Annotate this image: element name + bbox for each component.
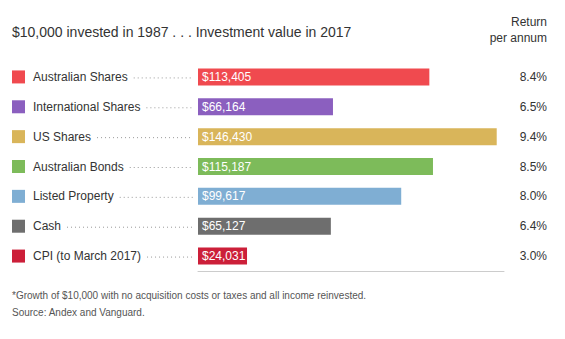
- svg-text:per annum: per annum: [490, 31, 547, 45]
- svg-text:$65,127: $65,127: [202, 219, 246, 233]
- svg-text:6.4%: 6.4%: [520, 219, 548, 233]
- svg-text:Source: Andex and Vanguard.: Source: Andex and Vanguard.: [12, 307, 145, 318]
- svg-text:8.5%: 8.5%: [520, 160, 548, 174]
- svg-text:$10,000 invested in 1987 . . .: $10,000 invested in 1987 . . . Investmen…: [12, 24, 352, 40]
- svg-text:*Growth of $10,000 with no acq: *Growth of $10,000 with no acquisition c…: [12, 290, 366, 301]
- svg-text:Cash: Cash: [33, 219, 61, 233]
- svg-text:US Shares: US Shares: [33, 130, 91, 144]
- svg-text:$24,031: $24,031: [202, 249, 246, 263]
- svg-text:$146,430: $146,430: [202, 130, 252, 144]
- svg-text:3.0%: 3.0%: [520, 249, 548, 263]
- svg-text:Listed Property: Listed Property: [33, 189, 114, 203]
- svg-text:International Shares: International Shares: [33, 100, 140, 114]
- svg-text:Return: Return: [511, 15, 547, 29]
- svg-text:CPI (to March 2017): CPI (to March 2017): [33, 249, 141, 263]
- svg-text:9.4%: 9.4%: [520, 130, 548, 144]
- svg-text:8.0%: 8.0%: [520, 189, 548, 203]
- svg-text:Australian Bonds: Australian Bonds: [33, 160, 124, 174]
- svg-text:$66,164: $66,164: [202, 100, 246, 114]
- svg-text:6.5%: 6.5%: [520, 100, 548, 114]
- svg-text:Australian Shares: Australian Shares: [33, 70, 128, 84]
- svg-text:$99,617: $99,617: [202, 189, 246, 203]
- svg-text:$115,187: $115,187: [202, 160, 251, 174]
- svg-text:$113,405: $113,405: [202, 70, 251, 84]
- svg-text:8.4%: 8.4%: [520, 70, 548, 84]
